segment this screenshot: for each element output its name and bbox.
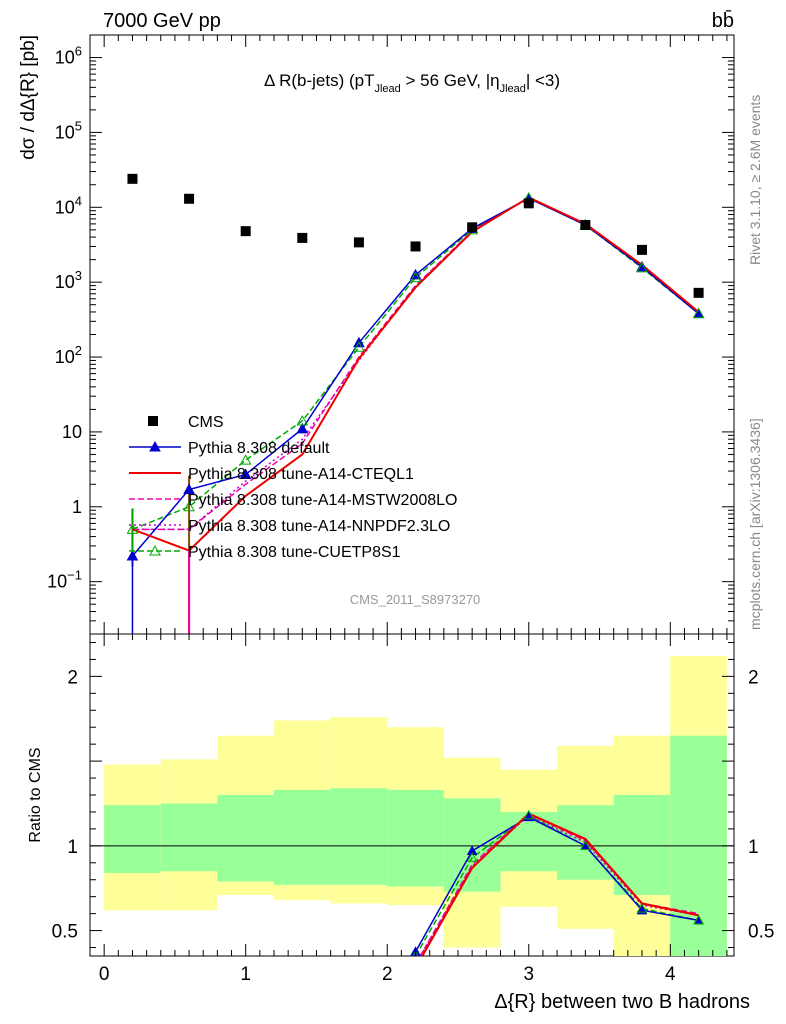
data-point: [636, 261, 648, 273]
uncertainty-bands: [104, 656, 727, 956]
ratio-line: [414, 816, 699, 953]
ratio-line: [420, 812, 699, 956]
data-point: [296, 422, 309, 434]
band-inner: [613, 795, 671, 895]
band-inner: [443, 798, 501, 892]
y-tick-label: 10−1: [47, 568, 82, 592]
data-point: [637, 244, 647, 255]
mcplots-label: mcplots.cern.ch [arXiv:1306.3436]: [747, 418, 763, 630]
ratio-y-axis-label: Ratio to CMS: [27, 747, 44, 842]
band-inner: [330, 788, 388, 885]
data-point: [239, 468, 252, 479]
band-inner: [274, 789, 331, 885]
y-axis-label: dσ / dΔ{R} [pb]: [18, 35, 39, 160]
data-point: [409, 271, 422, 283]
legend-label: CMS: [188, 414, 224, 431]
data-point: [412, 950, 419, 956]
data-point: [636, 260, 648, 272]
ratio-y-tick-label: 2: [67, 667, 78, 688]
legend-label: Pythia 8.308 tune-A14-MSTW2008LO: [188, 492, 457, 509]
ratio-line: [419, 814, 699, 956]
data-point: [693, 287, 704, 298]
data-point: [149, 440, 161, 452]
data-point: [580, 840, 591, 850]
data-point: [183, 483, 195, 495]
plot-title: Δ R(b-jets) (pTJlead > 56 GeV, |ηJlead| …: [264, 71, 560, 95]
y-tick-label: 106: [55, 44, 82, 68]
legend-entry: Pythia 8.308 tune-A14-CTEQL1: [129, 466, 414, 483]
data-point: [149, 544, 161, 556]
ratio-panel: 0.5 0.5 1 1 2 2 0 1 2 3 4 Ratio to CMS Δ{R} between …: [27, 633, 774, 1013]
y-tick-label: 104: [55, 193, 82, 217]
data-point: [353, 341, 365, 352]
data-point: [523, 198, 534, 209]
legend-entry: CMS: [148, 414, 224, 431]
legend-label: Pythia 8.308 tune-A14-CTEQL1: [188, 466, 414, 483]
data-point: [297, 232, 308, 243]
x-tick-label: 4: [665, 964, 676, 985]
data-point: [636, 903, 648, 913]
data-point: [239, 454, 252, 465]
rivet-label: Rivet 3.1.10, ≥ 2.6M events: [747, 95, 763, 265]
data-point: [693, 914, 704, 925]
ratio-line: [414, 814, 699, 956]
legend-entry: Pythia 8.308 tune-CUETP8S1: [129, 544, 401, 561]
data-point: [353, 237, 364, 248]
data-point: [126, 523, 139, 534]
ratio-y-tick-label: 1: [748, 837, 759, 858]
band-inner: [217, 795, 274, 882]
energy-label: 7000 GeV pp: [103, 10, 221, 32]
ratio-y-tick-label: 2: [748, 667, 759, 688]
data-point: [410, 241, 421, 252]
legend-label: Pythia 8.308 default: [188, 440, 330, 457]
ratio-y-tick-label: 0.5: [52, 922, 78, 943]
process-label: bb̄: [712, 9, 734, 32]
series-line: [132, 197, 700, 531]
legend-marker: [148, 416, 158, 426]
legend-label: Pythia 8.308 tune-A14-NNPDF2.3LO: [188, 518, 450, 535]
mc-curves: [126, 191, 705, 634]
x-tick-label: 0: [99, 964, 110, 985]
legend-label: Pythia 8.308 tune-CUETP8S1: [188, 544, 401, 561]
y-tick-label: 10: [62, 422, 82, 442]
legend: CMS Pythia 8.308 default Pythia 8.308 tune…: [129, 414, 457, 561]
data-point: [523, 809, 535, 820]
y-tick-label: 103: [55, 268, 82, 292]
data-point: [467, 222, 478, 233]
x-tick-label: 2: [382, 964, 393, 985]
main-panel: 10−1 1 10 102 103 104 105 106 Δ R(b-jets) (pTJle…: [18, 34, 735, 635]
y-tick-label: 105: [55, 118, 82, 142]
series-line: [132, 196, 700, 552]
data-point: [183, 500, 195, 512]
legend-entry: Pythia 8.308 tune-A14-MSTW2008LO: [129, 492, 457, 509]
data-point: [296, 414, 309, 426]
data-point: [126, 549, 139, 561]
data-point: [466, 845, 478, 856]
x-axis-label: Δ{R} between two B hadrons: [494, 991, 750, 1013]
ratio-y-tick-label: 1: [67, 837, 78, 858]
data-point: [692, 307, 705, 319]
band-inner: [160, 803, 218, 872]
x-tick-label: 3: [523, 964, 534, 985]
data-point: [127, 173, 138, 184]
data-point: [184, 193, 195, 204]
data-point: [240, 226, 251, 237]
ratio-curves: [410, 809, 704, 956]
y-tick-label: 102: [55, 343, 82, 367]
legend-entry: Pythia 8.308 tune-A14-NNPDF2.3LO: [129, 518, 450, 535]
band-inner: [104, 805, 161, 873]
legend-entry: Pythia 8.308 default: [129, 440, 330, 457]
top-plot-frame: [89, 34, 735, 635]
data-point: [466, 852, 478, 862]
analysis-watermark: CMS_2011_S8973270: [350, 592, 481, 607]
x-tick-label: 1: [240, 964, 251, 985]
data-point: [580, 220, 591, 231]
ratio-y-tick-label: 0.5: [748, 922, 774, 943]
y-tick-label: 1: [72, 497, 82, 517]
band-inner: [387, 789, 444, 887]
